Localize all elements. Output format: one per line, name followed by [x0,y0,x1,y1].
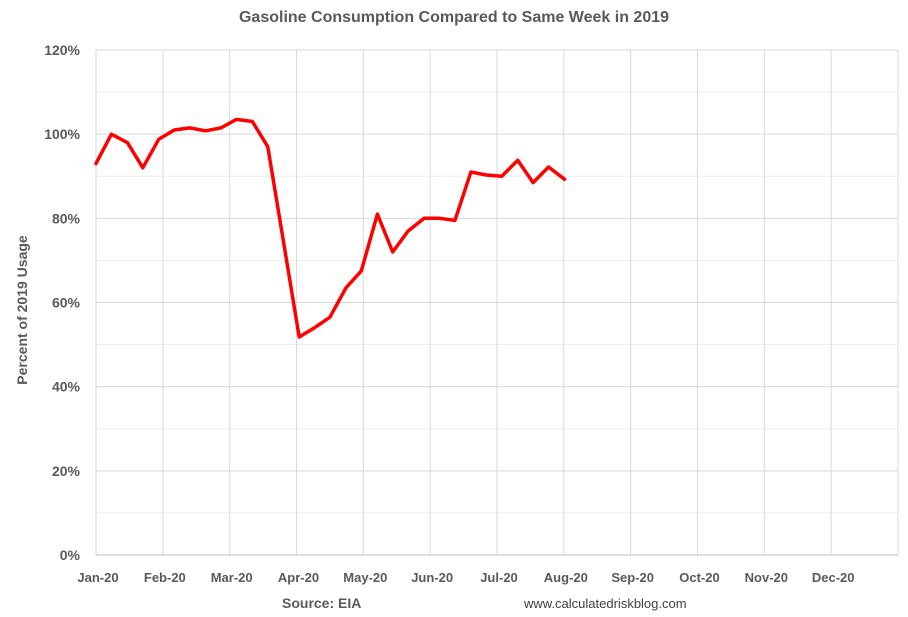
y-tick-label: 0% [60,547,81,563]
x-tick-label: Feb-20 [144,570,186,585]
x-axis-ticks: Jan-20 Feb-20 Mar-20 Apr-20 May-20 Jun-20 Jul-… [77,570,854,585]
x-tick-label: Apr-20 [278,570,319,585]
website-label: www.calculatedriskblog.com [523,596,687,611]
x-tick-label: Sep-20 [611,570,654,585]
y-tick-label: 120% [44,42,80,58]
x-tick-label: Jul-20 [480,570,518,585]
x-tick-label: Aug-20 [544,570,588,585]
y-tick-label: 80% [52,210,81,226]
y-axis-label: Percent of 2019 Usage [14,235,30,385]
y-tick-label: 20% [52,463,81,479]
x-tick-label: Oct-20 [679,570,719,585]
y-axis-ticks: 0% 20% 40% 60% 80% 100% 120% [44,42,80,563]
x-tick-label: Mar-20 [211,570,253,585]
y-tick-label: 100% [44,126,80,142]
chart-title: Gasoline Consumption Compared to Same We… [239,9,669,26]
x-tick-label: Jan-20 [77,570,118,585]
x-tick-label: May-20 [343,570,387,585]
x-tick-label: Nov-20 [745,570,788,585]
x-tick-label: Jun-20 [411,570,453,585]
series-group [94,117,567,339]
x-tick-label: Dec-20 [812,570,855,585]
series-line [94,117,567,339]
y-tick-label: 60% [52,295,81,311]
source-label: Source: EIA [282,595,361,611]
gridlines [95,49,899,555]
y-tick-label: 40% [52,379,81,395]
